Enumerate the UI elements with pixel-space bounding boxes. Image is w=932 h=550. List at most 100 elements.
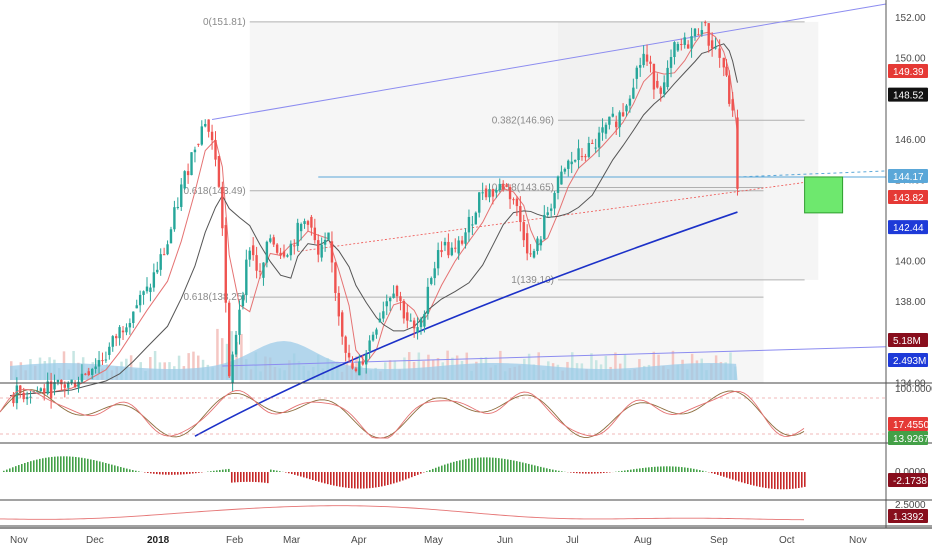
macd-bar (270, 469, 272, 472)
candle-body (522, 222, 525, 241)
candle-body (269, 238, 272, 242)
volume-bar (407, 352, 411, 380)
candle-body (728, 75, 731, 104)
macd-bar (501, 458, 503, 472)
macd-bar (468, 458, 470, 472)
macd-bar (303, 472, 305, 478)
macd-bar (552, 469, 554, 472)
candle-body (532, 251, 536, 258)
macd-bar (18, 465, 20, 472)
macd-bar (411, 472, 413, 478)
candle-body (358, 361, 361, 376)
macd-bar (420, 472, 422, 474)
macd-bar (6, 469, 8, 472)
macd-bar (273, 470, 275, 472)
macd-bar (66, 456, 68, 472)
macd-bar (417, 472, 419, 475)
candle-body (478, 192, 481, 213)
macd-bar (531, 464, 533, 472)
price-tick-label: 146.00 (895, 135, 926, 146)
macd-bar (786, 472, 788, 490)
macd-bar (231, 472, 233, 483)
macd-bar (744, 472, 746, 484)
candle-body (70, 379, 73, 383)
macd-bar (387, 472, 389, 486)
macd-bar (354, 472, 356, 489)
macd-bar (150, 472, 152, 474)
candle-body (53, 382, 56, 390)
candle-body (419, 318, 423, 328)
macd-bar (309, 472, 311, 480)
candle-body (49, 381, 53, 399)
candle-body (282, 251, 286, 257)
macd-bar (78, 457, 80, 472)
macd-bar (477, 457, 479, 472)
candle-body (114, 336, 118, 339)
macd-bar (285, 472, 287, 473)
macd-bar (576, 472, 578, 474)
indicator-line (0, 505, 805, 521)
candle-body (731, 99, 734, 111)
macd-bar (33, 460, 35, 472)
candle-body (495, 189, 498, 193)
macd-bar (318, 472, 320, 482)
macd-bar (198, 472, 200, 473)
macd-bar (585, 472, 587, 474)
candle-body (628, 98, 632, 106)
badge-last-price: 143.82 (893, 193, 924, 204)
macd-bar (153, 472, 155, 474)
candle-body (604, 124, 608, 134)
horizontal-level-extension (737, 170, 887, 178)
candle-body (484, 188, 488, 198)
candle-body (560, 171, 563, 185)
macd-bar (594, 472, 596, 474)
candle-body (512, 199, 515, 201)
macd-bar (561, 471, 563, 472)
candle-body (481, 192, 484, 194)
candle-body (286, 255, 289, 257)
month-label: Mar (283, 535, 301, 546)
macd-bar (732, 472, 734, 480)
macd-bar (789, 472, 791, 490)
fib-level-label: 0.618(143.65) (492, 183, 554, 194)
macd-bar (690, 468, 692, 472)
candle-body (29, 396, 32, 398)
macd-bar (81, 457, 83, 472)
macd-bar (378, 472, 380, 487)
macd-bar (684, 467, 686, 472)
badge-macd: -2.1738 (893, 476, 927, 487)
macd-bar (129, 469, 131, 472)
macd-bar (780, 472, 782, 490)
macd-bar (24, 463, 26, 472)
macd-bar (165, 472, 167, 475)
candle-body (12, 395, 15, 404)
candle-body (197, 143, 200, 145)
candle-body (36, 391, 39, 393)
macd-bar (111, 464, 113, 472)
candle-body (632, 87, 635, 99)
macd-bar (366, 472, 368, 489)
macd-bar (3, 470, 5, 472)
month-label: Feb (226, 535, 244, 546)
candle-body (169, 229, 173, 244)
candle-body (577, 148, 580, 161)
candle-body (591, 142, 594, 144)
channel-lower-line (222, 346, 887, 367)
candle-body (707, 23, 710, 46)
price-tick-label: 140.00 (895, 257, 926, 268)
macd-bar (30, 461, 32, 472)
volume-bar (446, 350, 449, 380)
macd-bar (174, 472, 176, 475)
candle-body (60, 379, 63, 385)
macd-bar (630, 469, 632, 472)
candle-body (365, 354, 368, 365)
macd-bar (402, 472, 404, 481)
candle-body (652, 63, 656, 90)
candle-body (207, 119, 210, 132)
macd-bar (51, 456, 53, 472)
macd-bar (147, 472, 149, 473)
candle-body (662, 82, 666, 94)
candle-body (567, 160, 570, 169)
macd-bar (759, 472, 761, 487)
candle-body (111, 336, 114, 347)
